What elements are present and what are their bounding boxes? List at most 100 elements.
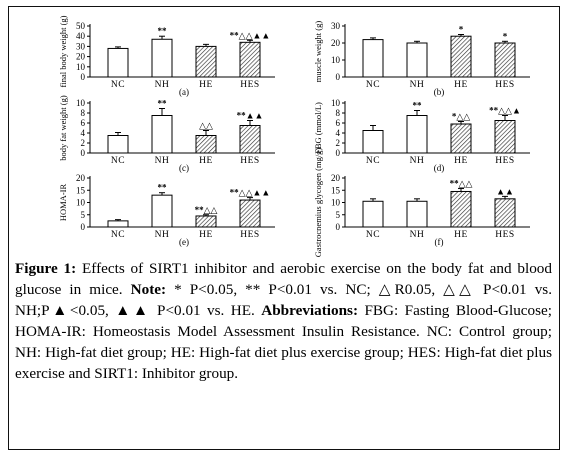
significance-mark: **▲▲ — [237, 111, 264, 121]
x-category-label: HES — [240, 156, 259, 166]
y-tick-label: 2 — [336, 138, 341, 148]
x-category-label: HES — [495, 80, 514, 90]
y-tick-label: 10 — [76, 198, 86, 208]
significance-mark: **△△▲▲ — [230, 188, 271, 198]
y-tick-label: 10 — [331, 55, 341, 65]
caption-label: Figure 1: — [15, 260, 77, 277]
caption-title: Effects of SIRT1 inhibitor and aerobic e… — [15, 260, 552, 298]
bar — [362, 200, 384, 228]
y-tick-label: 10 — [76, 98, 86, 108]
note-text: * P<0.05, ** P<0.01 vs. NC; △R0.05, △△ P… — [15, 281, 552, 319]
y-tick-label: 20 — [76, 52, 86, 62]
x-category-label: NC — [366, 80, 380, 90]
x-category-label: NH — [410, 80, 425, 90]
x-category-label: HES — [240, 230, 259, 240]
x-category-label: NH — [155, 156, 170, 166]
significance-mark: **△△ — [450, 179, 473, 189]
bar — [107, 135, 129, 154]
x-category-label: NC — [111, 230, 125, 240]
bar — [151, 194, 173, 228]
bar — [195, 45, 217, 78]
x-category-label: HE — [199, 230, 213, 240]
x-category-label: HE — [199, 80, 213, 90]
bar — [494, 42, 516, 78]
significance-mark: *△△ — [452, 112, 470, 122]
abbreviations-text: FBG: Fasting Blood-Glucose; HOMA-IR: Hom… — [15, 302, 552, 382]
y-axis-label: HOMA-IR — [58, 184, 68, 222]
x-category-label: HE — [454, 156, 468, 166]
y-tick-label: 4 — [336, 128, 341, 138]
bar — [406, 115, 428, 154]
y-tick-label: 0 — [81, 72, 86, 82]
y-tick-label: 0 — [81, 222, 86, 232]
x-category-label: HES — [495, 156, 514, 166]
y-tick-label: 15 — [331, 185, 341, 195]
bar — [107, 220, 129, 228]
bar — [151, 38, 173, 78]
bar — [239, 41, 261, 78]
bar — [195, 135, 217, 154]
y-tick-label: 5 — [81, 210, 86, 220]
bar — [450, 35, 472, 78]
y-tick-label: 8 — [81, 108, 86, 118]
bar — [494, 198, 516, 228]
significance-mark: **△△▲ — [489, 106, 521, 116]
bar — [406, 200, 428, 228]
significance-mark: * — [503, 31, 508, 41]
bar — [195, 215, 217, 228]
panel-label: (c) — [179, 163, 189, 173]
bar — [406, 42, 428, 78]
significance-mark: ** — [158, 183, 168, 193]
x-category-label: HES — [240, 80, 259, 90]
note-label: Note: — [130, 281, 167, 298]
y-tick-label: 2 — [81, 138, 86, 148]
x-category-label: NH — [155, 230, 170, 240]
x-category-label: HES — [495, 230, 514, 240]
x-category-label: HE — [199, 156, 213, 166]
y-axis-label: body fat weight (g) — [58, 95, 68, 161]
bar — [239, 125, 261, 154]
chart-panel: 0 10 20 30 muscle weight (g) NC NH HE * HES * (b) — [313, 21, 530, 97]
panel-label: (a) — [179, 87, 189, 97]
y-tick-label: 0 — [336, 72, 341, 82]
significance-mark: ▲▲ — [496, 186, 514, 196]
y-tick-label: 40 — [76, 31, 86, 41]
x-category-label: NH — [155, 80, 170, 90]
panel-label: (b) — [434, 87, 445, 97]
y-axis-label: muscle weight (g) — [313, 21, 323, 83]
significance-mark: ** — [158, 26, 168, 36]
y-tick-label: 5 — [336, 210, 341, 220]
abbreviations-label: Abbreviations: — [261, 302, 359, 319]
chart-panel: 0 5 10 15 20 Gastrocnemius glycogen (mg/g) NC N… — [313, 148, 530, 257]
y-axis-label: final body weight (g) — [58, 15, 68, 87]
y-tick-label: 30 — [331, 21, 341, 31]
y-tick-label: 20 — [76, 173, 86, 183]
x-category-label: NC — [366, 230, 380, 240]
y-tick-label: 10 — [331, 98, 341, 108]
bar — [450, 123, 472, 154]
bar — [107, 47, 129, 78]
figure-frame — [8, 6, 560, 450]
bar — [450, 190, 472, 228]
x-category-label: NC — [111, 156, 125, 166]
y-tick-label: 8 — [336, 108, 341, 118]
bar — [362, 130, 384, 154]
bar — [362, 39, 384, 78]
panel-label: (d) — [434, 163, 445, 173]
significance-mark: **△△ — [195, 205, 218, 215]
y-axis-label: FBG (mmol/L) — [313, 102, 323, 154]
y-tick-label: 6 — [81, 118, 86, 128]
x-category-label: HE — [454, 230, 468, 240]
y-tick-label: 15 — [76, 185, 86, 195]
y-tick-label: 50 — [76, 21, 86, 31]
y-tick-label: 6 — [336, 118, 341, 128]
y-tick-label: 30 — [76, 41, 86, 51]
x-category-label: HE — [454, 80, 468, 90]
x-category-label: NH — [410, 156, 425, 166]
significance-mark: ** — [158, 99, 168, 109]
bar — [494, 120, 516, 154]
significance-mark: △△ — [199, 121, 213, 131]
y-tick-label: 0 — [81, 148, 86, 158]
significance-mark: ** — [413, 101, 423, 111]
y-tick-label: 20 — [331, 173, 341, 183]
